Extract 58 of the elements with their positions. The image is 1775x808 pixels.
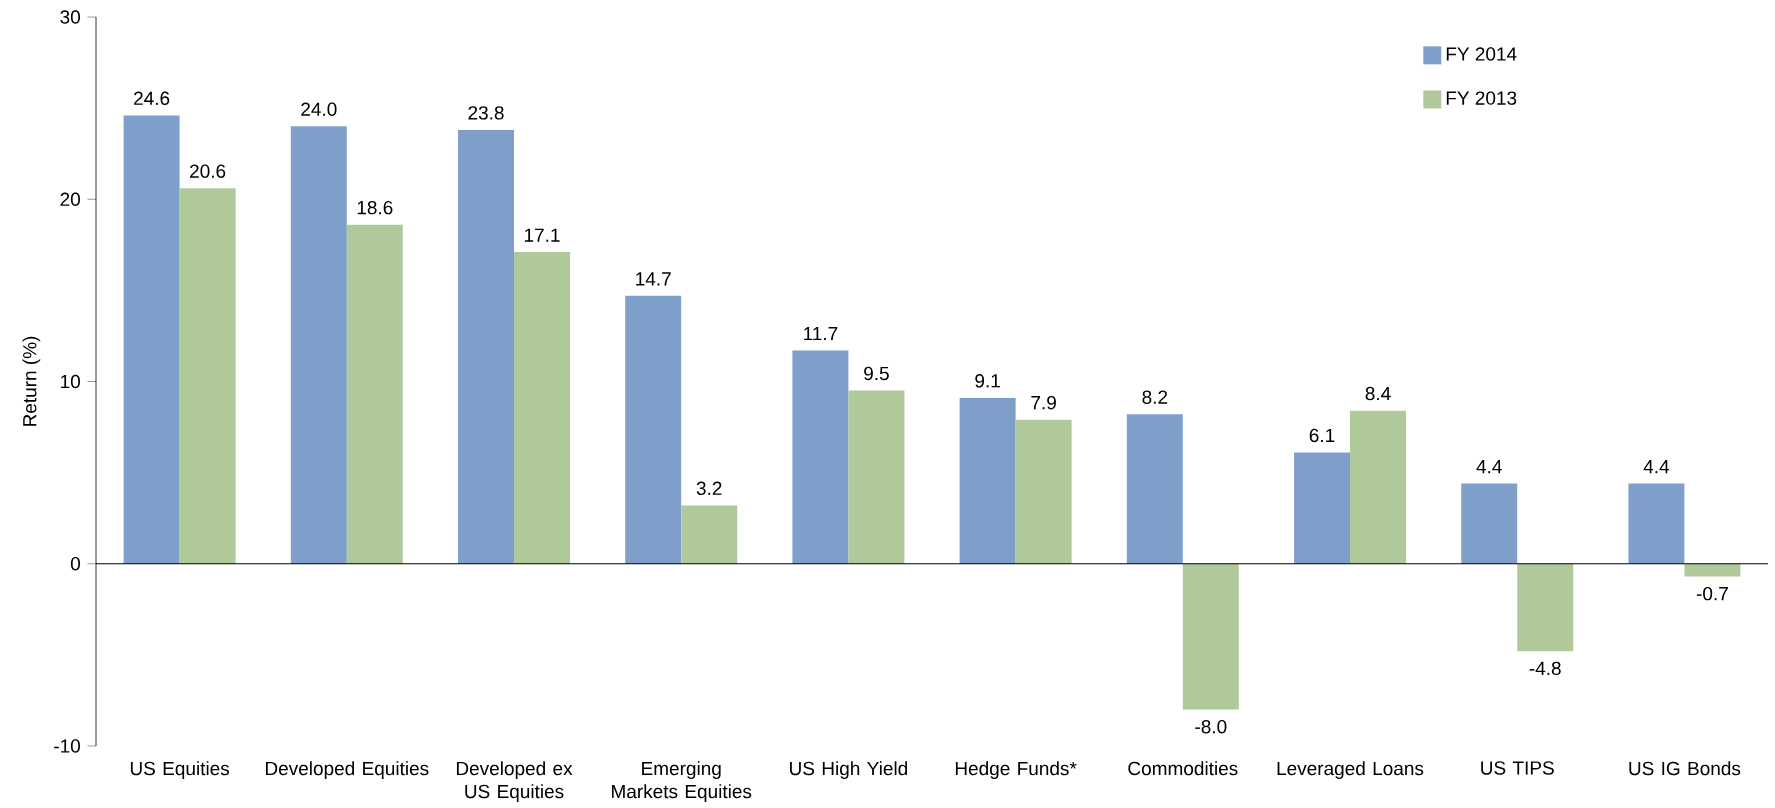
bar [123,115,180,564]
data-label: 9.5 [864,366,889,381]
bar [792,350,849,564]
bar [1684,563,1741,577]
x-tick-label: US TIPS [1481,761,1554,775]
bar [681,505,738,564]
y-tick-label: -10 [54,739,80,753]
data-label: 17.1 [524,228,560,242]
data-label: 9.1 [975,373,1000,388]
bar [1350,410,1407,564]
x-tick-label: US IG Bonds [1629,761,1741,776]
x-tick-label: Emerging Markets Equities [612,761,752,802]
x-tick-label: Hedge Funds* [955,761,1077,779]
bar [1182,563,1239,710]
x-tick-label: Commodities [1128,761,1238,776]
bar [290,126,347,564]
x-tick-label: Developed ex US Equities [456,761,573,802]
x-tick-label: Leveraged Loans [1277,761,1424,779]
bar [179,188,236,564]
y-axis-title: Return (%) [22,336,41,426]
data-label: 24.0 [301,102,337,116]
data-label: 7.9 [1031,395,1056,410]
bar [458,129,515,564]
y-tick-label: 0 [70,556,80,571]
bar [1294,452,1351,564]
legend-label: FY 2013 [1446,91,1517,105]
data-label: -0.7 [1696,586,1728,601]
data-label: 4.4 [1476,459,1502,474]
bar [514,251,571,564]
y-tick-label: 10 [61,374,80,389]
data-label: -8.0 [1195,719,1227,734]
bar [1517,563,1574,652]
bar [1015,419,1072,564]
y-tick-label: 30 [60,10,80,24]
x-tick-label: US High Yield [790,761,908,779]
data-label: 4.4 [1643,459,1670,474]
x-tick-label: Developed Equities [265,761,429,779]
bar [959,397,1016,564]
data-label: -4.8 [1529,661,1561,675]
x-tick-label: US Equities [130,761,230,779]
legend-label: FY 2014 [1446,47,1517,61]
data-label: 24.6 [134,91,170,105]
bar [1126,414,1183,564]
bar [848,390,905,564]
bar [1461,483,1518,564]
data-label: 23.8 [468,105,504,120]
data-label: 14.7 [636,272,671,286]
bar [625,295,682,564]
data-label: 6.1 [1309,428,1335,443]
bar [346,224,403,564]
data-label: 8.2 [1142,390,1168,404]
data-label: 18.6 [357,200,393,215]
data-label: 11.7 [804,326,838,340]
data-label: 20.6 [190,164,226,178]
bar [1628,483,1685,564]
data-label: 8.4 [1365,386,1391,401]
y-tick-label: 20 [60,192,80,206]
data-label: 3.2 [696,481,722,495]
